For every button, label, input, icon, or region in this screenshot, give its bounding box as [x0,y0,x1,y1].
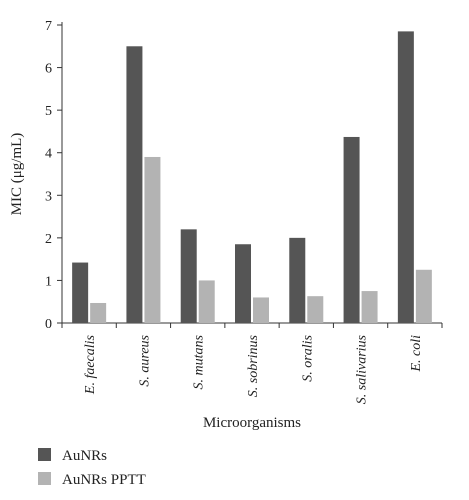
bar-aunrs [397,31,414,324]
legend-label: AuNRs [62,448,107,464]
y-tick-label: 6 [45,62,52,77]
bar-aunrs-pptt [144,156,161,323]
y-tick-label: 3 [45,189,52,204]
labels: E. faecalis S. aureus S. mutans S. sobrinus… [83,334,424,404]
bar-aunrs [343,136,360,323]
y-tick-label: 1 [45,274,52,289]
bar-aunrs [180,229,197,323]
category-label: S. salivarius [355,334,370,404]
y-axis-title: MIC (μg/mL) [9,133,25,216]
x-axis-title: Microorganisms [203,415,301,431]
axes: 0 1 2 3 4 5 6 7 [45,19,443,332]
bar-aunrs-pptt [198,280,215,323]
bar-aunrs-pptt [90,302,107,323]
category-label: E. faecalis [83,334,98,395]
category-label: S. oralis [300,334,315,381]
y-tick-label: 5 [45,104,52,119]
y-tick-label: 7 [45,19,52,34]
y-tick-label: 0 [45,317,52,332]
bar-aunrs [235,244,251,323]
category-label: S. sobrinus [246,334,261,397]
y-tick-label: 2 [45,232,52,247]
category-label: E. coli [409,335,424,373]
category-label: S. aureus [137,334,152,386]
bar-aunrs-pptt [415,269,432,323]
category-label: S. mutans [192,334,207,389]
bar-aunrs [126,46,143,324]
legend: AuNRs AuNRs PPTT [38,448,146,488]
bar-aunrs-pptt [361,291,378,323]
bar-aunrs-pptt [253,297,269,323]
legend-label: AuNRs PPTT [62,472,146,488]
legend-swatch [38,448,51,461]
bars [72,31,432,324]
bar-aunrs [289,237,306,323]
bar-aunrs-pptt [307,296,324,323]
y-tick-label: 4 [45,147,52,162]
legend-swatch [38,472,51,485]
bar-aunrs [72,262,89,323]
